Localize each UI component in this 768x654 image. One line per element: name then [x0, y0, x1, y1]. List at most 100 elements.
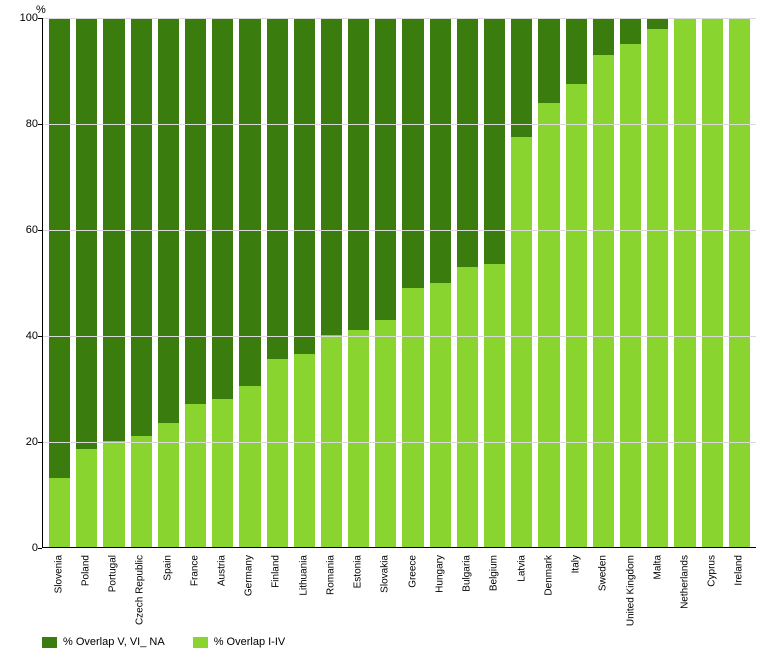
x-label-slot: Slovenia: [48, 549, 69, 619]
x-label-slot: Denmark: [538, 549, 559, 619]
x-tick-label: Malta: [652, 555, 663, 579]
legend-swatch-overlap-v-vi-na: [42, 637, 57, 648]
bar: [103, 18, 124, 547]
bar: [702, 18, 723, 547]
bar-segment-overlap-v-vi-na: [402, 18, 423, 288]
bar-segment-overlap-i-iv: [103, 441, 124, 547]
x-label-slot: Sweden: [593, 549, 614, 619]
bar-slot: [538, 18, 559, 547]
x-label-slot: Austria: [211, 549, 232, 619]
bar-segment-overlap-v-vi-na: [212, 18, 233, 399]
gridline: [43, 336, 756, 337]
bar-segment-overlap-i-iv: [76, 449, 97, 547]
x-tick-label: Cyprus: [707, 555, 718, 587]
y-tick-label: 20: [8, 436, 38, 448]
bar: [566, 18, 587, 547]
bar-segment-overlap-v-vi-na: [538, 18, 559, 103]
bar: [484, 18, 505, 547]
x-tick-label: Portugal: [108, 555, 119, 592]
bar-segment-overlap-v-vi-na: [267, 18, 288, 359]
bar-slot: [267, 18, 288, 547]
bar: [131, 18, 152, 547]
y-tick-label: 60: [8, 224, 38, 236]
x-label-slot: Greece: [402, 549, 423, 619]
x-tick-label: Italy: [571, 555, 582, 573]
bar-segment-overlap-i-iv: [620, 44, 641, 547]
gridline: [43, 442, 756, 443]
x-tick-label: Greece: [407, 555, 418, 588]
x-label-slot: Belgium: [484, 549, 505, 619]
plot-area: [42, 18, 756, 548]
bar-segment-overlap-i-iv: [674, 18, 695, 547]
x-tick-label: France: [189, 555, 200, 586]
x-label-slot: Poland: [75, 549, 96, 619]
bar: [538, 18, 559, 547]
bar: [511, 18, 532, 547]
bar-segment-overlap-i-iv: [239, 386, 260, 547]
bar-segment-overlap-i-iv: [702, 18, 723, 547]
legend-item-overlap-i-iv: % Overlap I-IV: [193, 636, 286, 648]
x-label-slot: Romania: [320, 549, 341, 619]
bar-segment-overlap-i-iv: [348, 330, 369, 547]
bar-slot: [647, 18, 668, 547]
x-label-slot: Slovakia: [375, 549, 396, 619]
bar-slot: [593, 18, 614, 547]
bar-slot: [49, 18, 70, 547]
bar-segment-overlap-v-vi-na: [321, 18, 342, 335]
bar: [620, 18, 641, 547]
x-tick-label: Slovakia: [380, 555, 391, 593]
bar-segment-overlap-v-vi-na: [185, 18, 206, 404]
bar-segment-overlap-i-iv: [267, 359, 288, 547]
gridline: [43, 124, 756, 125]
x-label-slot: Cyprus: [702, 549, 723, 619]
bar-segment-overlap-i-iv: [294, 354, 315, 547]
bar-segment-overlap-i-iv: [538, 103, 559, 547]
bar: [348, 18, 369, 547]
bar-slot: [620, 18, 641, 547]
x-tick-label: Germany: [244, 555, 255, 596]
x-tick-label: Hungary: [434, 555, 445, 593]
bar-segment-overlap-i-iv: [593, 55, 614, 547]
bar: [158, 18, 179, 547]
bar: [729, 18, 750, 547]
bar-segment-overlap-v-vi-na: [484, 18, 505, 264]
legend-swatch-overlap-i-iv: [193, 637, 208, 648]
x-tick-label: Slovenia: [53, 555, 64, 593]
bar: [430, 18, 451, 547]
x-tick-label: Lithuania: [298, 555, 309, 596]
bar-segment-overlap-v-vi-na: [566, 18, 587, 84]
bar-slot: [457, 18, 478, 547]
bar-segment-overlap-v-vi-na: [49, 18, 70, 478]
x-label-slot: Portugal: [102, 549, 123, 619]
x-tick-label: Austria: [217, 555, 228, 586]
bar-slot: [76, 18, 97, 547]
x-label-slot: Netherlands: [674, 549, 695, 619]
gridline: [43, 230, 756, 231]
y-tick-label: 0: [8, 542, 38, 554]
bar-segment-overlap-i-iv: [185, 404, 206, 547]
x-label-slot: Spain: [157, 549, 178, 619]
x-label-slot: Ireland: [729, 549, 750, 619]
bar: [593, 18, 614, 547]
bar-segment-overlap-v-vi-na: [239, 18, 260, 386]
bar-slot: [103, 18, 124, 547]
bar-segment-overlap-v-vi-na: [430, 18, 451, 283]
bar-segment-overlap-i-iv: [457, 267, 478, 547]
bar-slot: [430, 18, 451, 547]
bar-segment-overlap-i-iv: [484, 264, 505, 547]
bar: [212, 18, 233, 547]
bar-slot: [185, 18, 206, 547]
bar-segment-overlap-i-iv: [375, 320, 396, 547]
bar-segment-overlap-v-vi-na: [647, 18, 668, 29]
x-tick-label: Denmark: [543, 555, 554, 596]
bar-segment-overlap-v-vi-na: [76, 18, 97, 449]
x-tick-label: Czech Republic: [135, 555, 146, 625]
legend-item-overlap-v-vi-na: % Overlap V, VI_ NA: [42, 636, 165, 648]
x-axis-labels: SloveniaPolandPortugalCzech RepublicSpai…: [42, 549, 756, 619]
chart-container: % 020406080100 SloveniaPolandPortugalCze…: [0, 0, 768, 654]
x-tick-label: Latvia: [516, 555, 527, 582]
x-tick-label: Ireland: [734, 555, 745, 586]
bar-segment-overlap-v-vi-na: [348, 18, 369, 330]
bar-slot: [239, 18, 260, 547]
x-label-slot: France: [184, 549, 205, 619]
